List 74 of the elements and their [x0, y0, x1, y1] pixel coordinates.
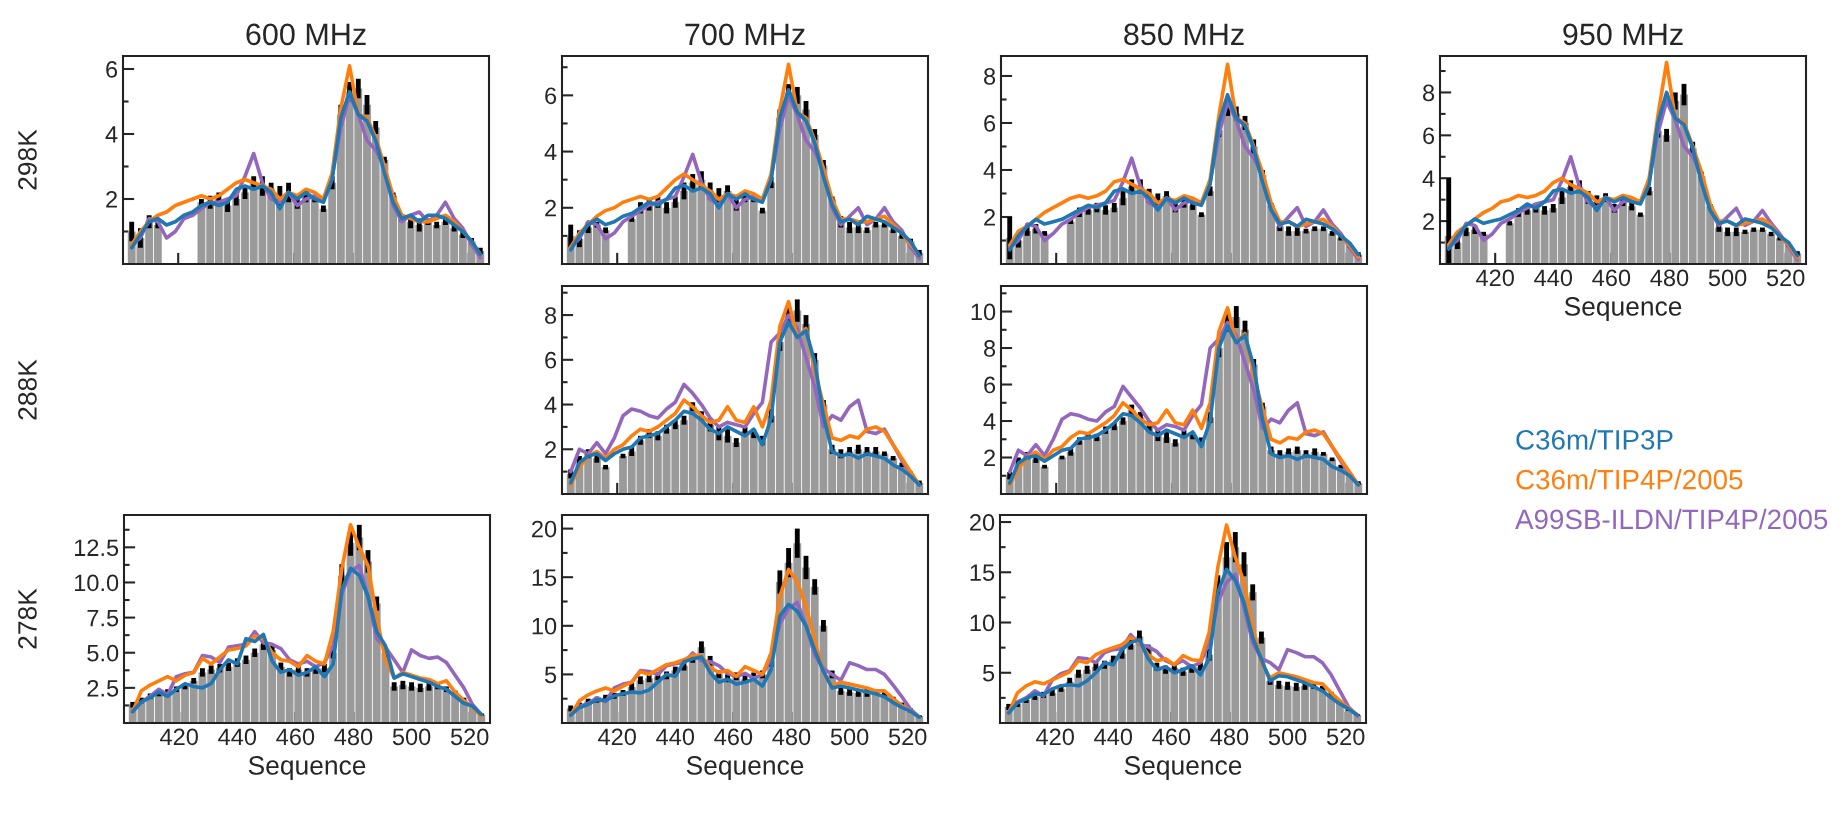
y-tick-label: 10.0: [74, 574, 119, 592]
x-tick-label: 480: [1210, 728, 1249, 746]
y-tick-label: 2.5: [87, 679, 119, 697]
chart-title: 950 MHz: [1563, 23, 1683, 46]
y-tick-label: 4: [105, 126, 118, 143]
y-tick-label: 6: [984, 376, 996, 394]
y-tick-label: 5: [982, 665, 995, 682]
x-tick-label: 480: [772, 728, 811, 746]
y-tick-label: 2: [984, 449, 995, 467]
y-tick-label: 10: [971, 303, 996, 321]
x-tick-label: 520: [1766, 269, 1805, 287]
y-tick-label: 12.5: [74, 539, 119, 557]
x-axis-title: Sequence: [1124, 756, 1242, 781]
text: A99SB-ILDN/TIP4P/2005: [1515, 508, 1828, 530]
y-tick-label: 8: [984, 68, 996, 85]
x-tick-label: 440: [656, 728, 695, 746]
x-tick-label: 460: [276, 728, 315, 746]
y-tick-label: 2: [106, 191, 117, 208]
y-tick-label: 10: [532, 617, 557, 635]
x-axis-title: Sequence: [686, 756, 804, 781]
y-tick-label: 4: [983, 413, 996, 430]
y-tick-label: 2: [984, 209, 995, 226]
y-tick-label: 15: [970, 564, 995, 582]
x-tick-label: 460: [1592, 269, 1631, 287]
x-tick-label: 480: [1650, 269, 1689, 287]
chart-title: 700 MHz: [685, 23, 805, 46]
y-tick-label: 15: [532, 569, 557, 586]
x-tick-label: 420: [160, 728, 198, 746]
y-tick-label: 6: [545, 351, 557, 369]
y-tick-label: 4: [544, 396, 557, 414]
y-tick-label: 4: [983, 162, 996, 179]
y-tick-label: 7.5: [87, 609, 119, 627]
y-tick-label: 10: [970, 614, 995, 632]
y-tick-label: 5.0: [87, 644, 119, 662]
x-tick-label: 440: [1094, 728, 1133, 746]
x-tick-label: 480: [334, 728, 373, 746]
x-tick-label: 440: [1534, 269, 1573, 287]
x-tick-label: 440: [218, 728, 257, 746]
x-tick-label: 500: [1708, 269, 1747, 287]
x-axis-title: Sequence: [248, 756, 366, 781]
x-tick-label: 520: [1326, 728, 1365, 746]
y-tick-label: 6: [545, 87, 557, 105]
y-tick-label: 2: [545, 199, 556, 217]
y-tick-label: 2: [1423, 213, 1434, 230]
x-tick-label: 420: [598, 728, 636, 746]
y-tick-label: 6: [106, 61, 118, 78]
y-tick-label: 5: [544, 666, 557, 684]
y-tick-label: 8: [545, 307, 557, 324]
chart-title: 850 MHz: [1124, 23, 1244, 46]
y-axis-title: 298K: [18, 129, 37, 190]
text: C36m/TIP4P/2005: [1516, 469, 1743, 490]
x-tick-label: 500: [1268, 728, 1307, 746]
y-tick-label: 8: [1423, 84, 1435, 102]
x-tick-label: 500: [830, 728, 869, 746]
x-tick-label: 460: [714, 728, 753, 746]
y-tick-label: 4: [544, 143, 557, 161]
x-tick-label: 460: [1152, 728, 1191, 746]
x-tick-label: 520: [888, 728, 927, 746]
y-tick-label: 8: [984, 340, 996, 357]
y-tick-label: 6: [1423, 127, 1435, 145]
x-tick-label: 520: [450, 728, 489, 746]
x-tick-label: 420: [1036, 728, 1074, 746]
x-tick-label: 500: [392, 728, 431, 746]
x-axis-title: Sequence: [1564, 297, 1682, 322]
y-tick-label: 2: [545, 441, 556, 458]
y-axis-title: 288K: [18, 359, 37, 420]
y-axis-title: 278K: [18, 588, 37, 649]
chart-title: 600 MHz: [246, 23, 366, 46]
y-tick-label: 20: [532, 520, 557, 538]
text: C36m/TIP3P: [1516, 429, 1673, 450]
y-tick-label: 6: [984, 115, 996, 132]
y-tick-label: 20: [970, 514, 995, 531]
x-tick-label: 420: [1476, 269, 1514, 287]
y-tick-label: 4: [1422, 170, 1435, 187]
